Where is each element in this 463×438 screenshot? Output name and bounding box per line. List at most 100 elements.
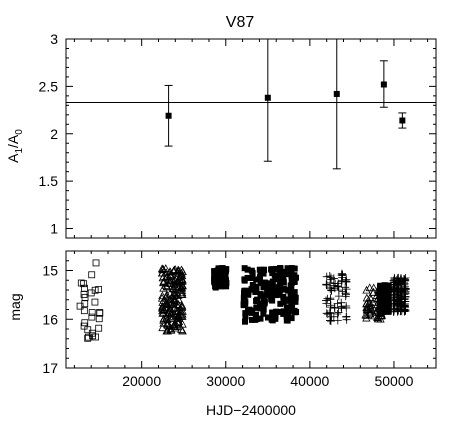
mag-point-triangle	[162, 268, 171, 277]
mag-point-triangle	[159, 276, 169, 285]
mag-point-plus	[329, 281, 338, 290]
mag-point-triangle	[365, 283, 374, 292]
mag-point-filled	[257, 302, 264, 309]
mag-point-square	[80, 280, 88, 288]
mag-point-filled	[215, 270, 222, 277]
mag-point-triangle	[161, 264, 170, 272]
mag-point-filled	[215, 277, 222, 284]
bottom-y-tick-label: 17	[42, 360, 58, 376]
mag-point-filled	[283, 304, 290, 311]
mag-point-square	[84, 333, 92, 341]
mag-point-triangle	[163, 315, 172, 324]
mag-point-square	[95, 286, 102, 293]
bottom-y-tick-label: 16	[42, 311, 58, 327]
mag-point-triangle	[177, 288, 187, 297]
top-x-ticks	[73, 39, 429, 238]
mag-point-triangle	[166, 309, 176, 318]
mag-point-filled	[277, 300, 284, 307]
mag-point-filled	[211, 271, 218, 278]
mag-point-plus	[397, 275, 406, 284]
mag-point-filled	[260, 270, 267, 277]
mag-point-plus	[326, 295, 335, 304]
mag-point-plus	[334, 308, 343, 317]
top-y-tick-label: 2	[50, 126, 58, 142]
mag-point-filled	[260, 284, 267, 291]
mag-point-filled	[279, 309, 286, 316]
mag-point-filled	[223, 267, 230, 274]
mag-point-triangle	[178, 326, 187, 335]
mag-point-filled	[244, 266, 251, 273]
mag-point-filled	[264, 314, 271, 321]
bottom-y-tick-label: 15	[42, 263, 58, 279]
mag-point-plus	[329, 312, 338, 321]
mag-point-plus	[342, 277, 351, 286]
mag-point-square	[87, 289, 95, 297]
mag-point-filled	[212, 282, 219, 289]
mag-point-filled	[257, 279, 264, 286]
mag-point-triangle	[169, 303, 179, 312]
mag-point-filled	[280, 296, 287, 303]
mag-point-triangle	[163, 318, 172, 327]
mag-point-filled	[252, 283, 259, 290]
mag-point-filled	[272, 276, 279, 283]
mag-point-plus	[396, 307, 405, 316]
mag-point-filled	[218, 283, 225, 290]
top-panel-frame	[65, 38, 437, 239]
mag-point-triangle	[170, 323, 180, 332]
mag-point-filled	[377, 286, 384, 293]
mag-point-filled	[381, 300, 388, 307]
mag-point-plus	[327, 275, 336, 284]
mag-point-square	[92, 259, 100, 267]
mag-point-filled	[273, 308, 280, 315]
mag-point-triangle	[166, 279, 175, 287]
mag-point-filled	[385, 308, 392, 315]
mag-point-filled	[291, 289, 298, 296]
x-tick-label: 20000	[122, 373, 161, 389]
mag-point-triangle	[159, 295, 168, 304]
mag-point-triangle	[370, 311, 379, 320]
mag-point-filled	[288, 265, 295, 272]
mag-point-plus	[322, 309, 331, 318]
mag-point-filled	[385, 292, 392, 299]
mag-point-plus	[327, 286, 336, 295]
mag-point-filled	[241, 277, 248, 284]
mag-point-filled	[241, 265, 248, 272]
mag-point-triangle	[159, 283, 168, 292]
mag-point-triangle	[365, 307, 375, 316]
mag-point-square	[84, 334, 92, 342]
bottom-y-axis-label: mag	[7, 293, 23, 320]
mag-point-triangle	[362, 293, 371, 302]
mag-point-filled	[291, 298, 298, 305]
mag-point-triangle	[159, 305, 168, 313]
mag-point-filled	[284, 265, 291, 272]
mag-point-filled	[261, 292, 268, 299]
mag-point-square	[88, 271, 96, 279]
mag-point-filled	[269, 270, 276, 277]
data-point	[399, 117, 406, 124]
mag-point-triangle	[162, 300, 172, 309]
bottom-points	[76, 259, 410, 342]
mag-point-triangle	[166, 325, 176, 334]
data-point	[264, 94, 271, 101]
mag-point-triangle	[170, 275, 179, 284]
mag-point-plus	[341, 276, 350, 285]
mag-point-filled	[269, 317, 276, 324]
mag-point-triangle	[174, 317, 184, 326]
mag-point-filled	[284, 296, 291, 303]
bottom-x-ticks: 20000 30000 40000 50000	[73, 251, 429, 389]
mag-point-filled	[260, 306, 267, 313]
chart-title: V87	[226, 14, 255, 31]
mag-point-filled	[272, 313, 279, 320]
mag-point-filled	[280, 285, 287, 292]
mag-point-filled	[377, 306, 384, 313]
mag-point-filled	[264, 290, 271, 297]
bottom-panel: 15 16 17 20000 30000 40000 50000 mag HJD−2400…	[7, 250, 437, 418]
mag-point-filled	[287, 282, 294, 289]
mag-point-plus	[333, 282, 342, 291]
mag-point-plus	[392, 300, 401, 309]
x-tick-label: 50000	[374, 373, 413, 389]
mag-point-filled	[283, 312, 290, 319]
mag-point-triangle	[165, 299, 174, 308]
top-y-axis-label-sub1: 1	[14, 148, 25, 154]
